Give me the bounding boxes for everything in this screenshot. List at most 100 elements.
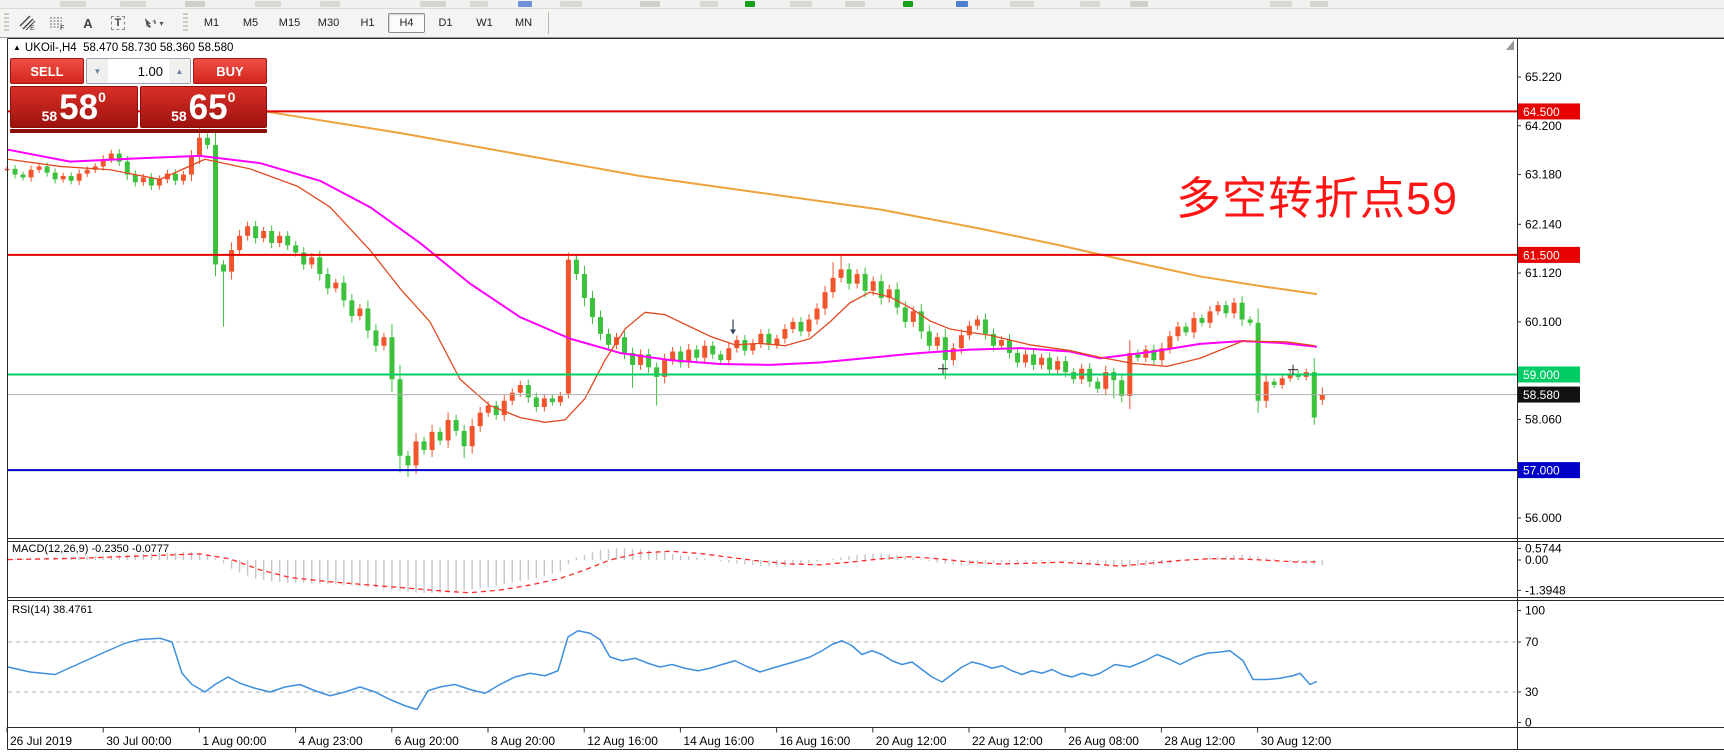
buy-button[interactable]: BUY <box>193 58 267 84</box>
text-icon[interactable]: A <box>83 15 93 31</box>
candle-body <box>726 348 732 361</box>
candle-body <box>686 349 692 363</box>
volume-increase-button[interactable]: ▲ <box>169 59 190 83</box>
macd-axis-label: 0.5744 <box>1525 542 1562 556</box>
macd-signal-line <box>7 550 1318 594</box>
tf-m1-button[interactable]: M1 <box>203 17 220 29</box>
candle-body <box>100 159 106 167</box>
tf-d1-button[interactable]: D1 <box>438 17 453 29</box>
equidistant-channel-icon[interactable]: E <box>14 10 42 36</box>
candle-body <box>525 384 531 398</box>
candle-body <box>237 235 243 251</box>
candle-body <box>116 153 122 162</box>
toolbar-fragment-icon <box>903 1 913 7</box>
ohlc-values: 58.470 58.730 58.360 58.580 <box>83 42 234 54</box>
candle-body <box>597 317 603 334</box>
slow-ma <box>264 110 1318 296</box>
price-axis-label: 58.060 <box>1525 412 1562 426</box>
collapse-arrow-icon[interactable]: ▲ <box>13 43 21 52</box>
toolbar-fragment-icon <box>560 1 582 7</box>
candle-body <box>878 281 884 298</box>
candle-body <box>156 179 162 186</box>
candle-body <box>958 335 964 349</box>
candle-body <box>1223 305 1229 314</box>
sell-price-tile[interactable]: 58 58 0 <box>10 86 138 128</box>
candle-body <box>1207 311 1213 323</box>
fast-ma <box>7 158 1316 423</box>
tf-h1-button[interactable]: H1 <box>360 17 375 29</box>
toolbar-fragment-icon <box>185 1 205 7</box>
sell-button[interactable]: SELL <box>10 58 84 84</box>
candle-body <box>862 274 868 291</box>
tf-m30-button[interactable]: M30 <box>317 17 340 29</box>
candle-body <box>806 319 812 332</box>
toolbar-fragment-icon <box>470 1 488 7</box>
toolbar-fragment-icon <box>1270 1 1292 7</box>
macd-axis-label: -1.3948 <box>1525 583 1566 597</box>
candle-body <box>229 250 235 272</box>
candle-body <box>421 441 427 451</box>
price-axis-label: 63.180 <box>1525 168 1562 182</box>
timeframe-group: M1 M5 M15 M30 H1 H4 D1 W1 MN <box>192 9 543 37</box>
toolbar-drag-handle[interactable] <box>4 13 9 33</box>
date-axis-label: 14 Aug 16:00 <box>683 734 754 748</box>
toolbar-drag-handle[interactable] <box>183 13 188 33</box>
price-badge <box>1518 246 1580 263</box>
candle-body <box>782 329 788 339</box>
date-axis-label: 8 Aug 20:00 <box>491 734 555 748</box>
candle-body <box>36 166 42 170</box>
toolbar-fragment-icon <box>640 1 660 7</box>
candle-body <box>1119 380 1125 396</box>
candle-body <box>822 292 828 309</box>
candle-body <box>1287 373 1293 379</box>
candle-body <box>1215 305 1221 312</box>
tf-m15-button[interactable]: M15 <box>278 17 301 29</box>
candle-body <box>814 308 820 320</box>
candle-body <box>1247 319 1253 323</box>
tf-h4-button[interactable]: H4 <box>388 13 425 33</box>
candle-body <box>942 337 948 361</box>
date-axis-label: 26 Jul 2019 <box>10 734 72 748</box>
candle-body <box>694 349 700 358</box>
svg-text:E: E <box>30 25 35 31</box>
rsi-axis-label: 100 <box>1525 604 1545 618</box>
candle-body <box>84 169 90 174</box>
candle-body <box>253 226 259 239</box>
rsi-line <box>7 630 1318 711</box>
candle-body <box>1199 318 1205 323</box>
tf-m5-button[interactable]: M5 <box>242 17 259 29</box>
fibonacci-retracement-icon[interactable]: F <box>44 10 72 36</box>
candle-body <box>790 321 796 330</box>
candle-body <box>1023 354 1029 363</box>
candle-body <box>966 325 972 336</box>
volume-input[interactable] <box>108 59 169 83</box>
toolbar-fragment-icon <box>845 1 865 7</box>
date-axis-label: 12 Aug 16:00 <box>587 734 658 748</box>
dropdown-caret-icon[interactable]: ▾ <box>159 18 164 28</box>
toolbar-fragment-icon <box>60 1 86 7</box>
candle-body <box>662 360 668 377</box>
buy-price-tile[interactable]: 58 65 0 <box>139 86 267 128</box>
candle-body <box>854 274 860 284</box>
candle-body <box>646 354 652 368</box>
text-label-icon[interactable]: T <box>104 10 132 36</box>
candle-body <box>469 426 475 447</box>
candle-body <box>1151 349 1157 361</box>
toolbar-fragment-icon <box>320 1 340 7</box>
price-axis-label: 61.120 <box>1525 266 1562 280</box>
rsi-axis-label: 30 <box>1525 685 1539 699</box>
tf-w1-button[interactable]: W1 <box>476 17 493 29</box>
toolbar-fragment-icon <box>956 1 968 7</box>
candle-body <box>413 441 419 466</box>
tf-mn-button[interactable]: MN <box>514 17 533 29</box>
svg-text:F: F <box>60 25 64 31</box>
arrows-tool-icon[interactable]: ▾ <box>134 10 172 36</box>
candle-body <box>92 166 98 170</box>
candle-body <box>221 264 227 272</box>
candle-body <box>205 137 210 145</box>
volume-decrease-button[interactable]: ▼ <box>87 59 108 83</box>
candle-body <box>934 337 940 346</box>
candle-body <box>798 321 804 332</box>
sell-price-sup: 0 <box>98 89 106 105</box>
candle-body <box>301 252 307 265</box>
